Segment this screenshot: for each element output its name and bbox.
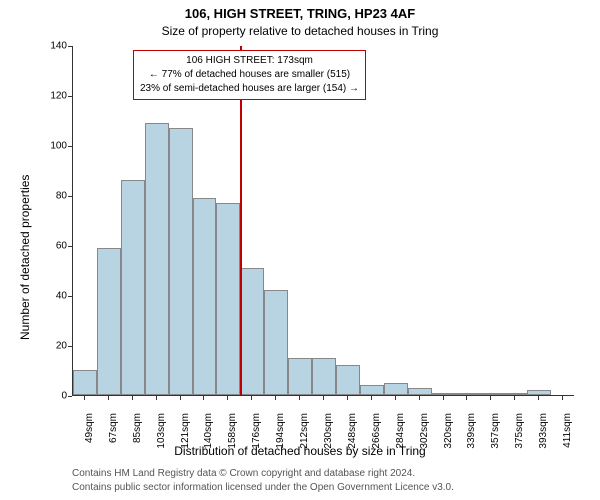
histogram-bar — [145, 123, 169, 396]
histogram-bar — [479, 393, 503, 395]
x-tick-mark — [538, 396, 539, 400]
histogram-bar — [503, 393, 527, 395]
x-tick-label: 302sqm — [419, 413, 430, 453]
histogram-bar — [312, 358, 336, 396]
y-tick-label: 40 — [37, 291, 67, 302]
x-tick-mark — [227, 396, 228, 400]
histogram-bar — [527, 390, 551, 395]
histogram-plot: 106 HIGH STREET: 173sqm← 77% of detached… — [72, 46, 574, 396]
x-tick-mark — [84, 396, 85, 400]
histogram-bar — [408, 388, 432, 396]
histogram-bar — [288, 358, 312, 396]
x-tick-mark — [251, 396, 252, 400]
x-tick-label: 158sqm — [227, 413, 238, 453]
x-tick-label: 67sqm — [108, 413, 119, 453]
y-axis-label: Number of detached properties — [18, 175, 32, 340]
x-tick-mark — [419, 396, 420, 400]
histogram-bar — [264, 290, 288, 395]
x-tick-mark — [562, 396, 563, 400]
x-tick-mark — [395, 396, 396, 400]
x-tick-label: 393sqm — [538, 413, 549, 453]
y-tick-label: 140 — [37, 41, 67, 52]
y-tick-label: 60 — [37, 241, 67, 252]
histogram-bar — [216, 203, 240, 396]
x-tick-label: 140sqm — [203, 413, 214, 453]
histogram-bar — [384, 383, 408, 396]
histogram-bar — [169, 128, 193, 396]
x-tick-label: 49sqm — [84, 413, 95, 453]
legend-box: 106 HIGH STREET: 173sqm← 77% of detached… — [133, 50, 366, 100]
x-tick-mark — [514, 396, 515, 400]
x-tick-mark — [132, 396, 133, 400]
x-tick-mark — [443, 396, 444, 400]
y-tick-mark — [68, 346, 72, 347]
x-tick-mark — [371, 396, 372, 400]
x-tick-label: 284sqm — [395, 413, 406, 453]
x-tick-label: 230sqm — [323, 413, 334, 453]
x-tick-mark — [299, 396, 300, 400]
y-tick-label: 0 — [37, 391, 67, 402]
x-tick-label: 85sqm — [132, 413, 143, 453]
y-tick-mark — [68, 96, 72, 97]
histogram-bar — [455, 393, 479, 395]
x-tick-mark — [203, 396, 204, 400]
histogram-bar — [193, 198, 217, 396]
x-tick-label: 411sqm — [562, 413, 573, 453]
x-tick-label: 176sqm — [251, 413, 262, 453]
x-tick-mark — [180, 396, 181, 400]
x-tick-label: 357sqm — [490, 413, 501, 453]
legend-line: ← 77% of detached houses are smaller (51… — [140, 68, 359, 82]
y-tick-label: 100 — [37, 141, 67, 152]
legend-line: 106 HIGH STREET: 173sqm — [140, 54, 359, 68]
histogram-bar — [240, 268, 264, 396]
x-tick-label: 121sqm — [180, 413, 191, 453]
y-tick-mark — [68, 196, 72, 197]
x-tick-label: 212sqm — [299, 413, 310, 453]
chart-subtitle: Size of property relative to detached ho… — [0, 24, 600, 38]
y-tick-mark — [68, 396, 72, 397]
y-tick-label: 120 — [37, 91, 67, 102]
x-tick-mark — [156, 396, 157, 400]
copyright-line-1: Contains HM Land Registry data © Crown c… — [72, 468, 415, 479]
x-tick-mark — [466, 396, 467, 400]
y-tick-mark — [68, 296, 72, 297]
y-tick-mark — [68, 246, 72, 247]
legend-line: 23% of semi-detached houses are larger (… — [140, 82, 359, 96]
copyright-line-2: Contains public sector information licen… — [72, 482, 454, 493]
histogram-bar — [432, 393, 456, 395]
x-tick-label: 103sqm — [156, 413, 167, 453]
x-tick-mark — [323, 396, 324, 400]
x-tick-label: 375sqm — [514, 413, 525, 453]
y-tick-label: 80 — [37, 191, 67, 202]
x-tick-mark — [108, 396, 109, 400]
x-tick-label: 194sqm — [275, 413, 286, 453]
y-tick-mark — [68, 146, 72, 147]
chart-title: 106, HIGH STREET, TRING, HP23 4AF — [0, 6, 600, 21]
histogram-bar — [336, 365, 360, 395]
x-tick-label: 248sqm — [347, 413, 358, 453]
x-tick-label: 320sqm — [443, 413, 454, 453]
y-tick-mark — [68, 46, 72, 47]
x-tick-mark — [490, 396, 491, 400]
x-tick-mark — [275, 396, 276, 400]
y-tick-label: 20 — [37, 341, 67, 352]
histogram-bar — [121, 180, 145, 395]
histogram-bar — [73, 370, 97, 395]
x-tick-label: 266sqm — [371, 413, 382, 453]
x-tick-mark — [347, 396, 348, 400]
histogram-bar — [360, 385, 384, 395]
histogram-bar — [97, 248, 121, 396]
x-tick-label: 339sqm — [466, 413, 477, 453]
